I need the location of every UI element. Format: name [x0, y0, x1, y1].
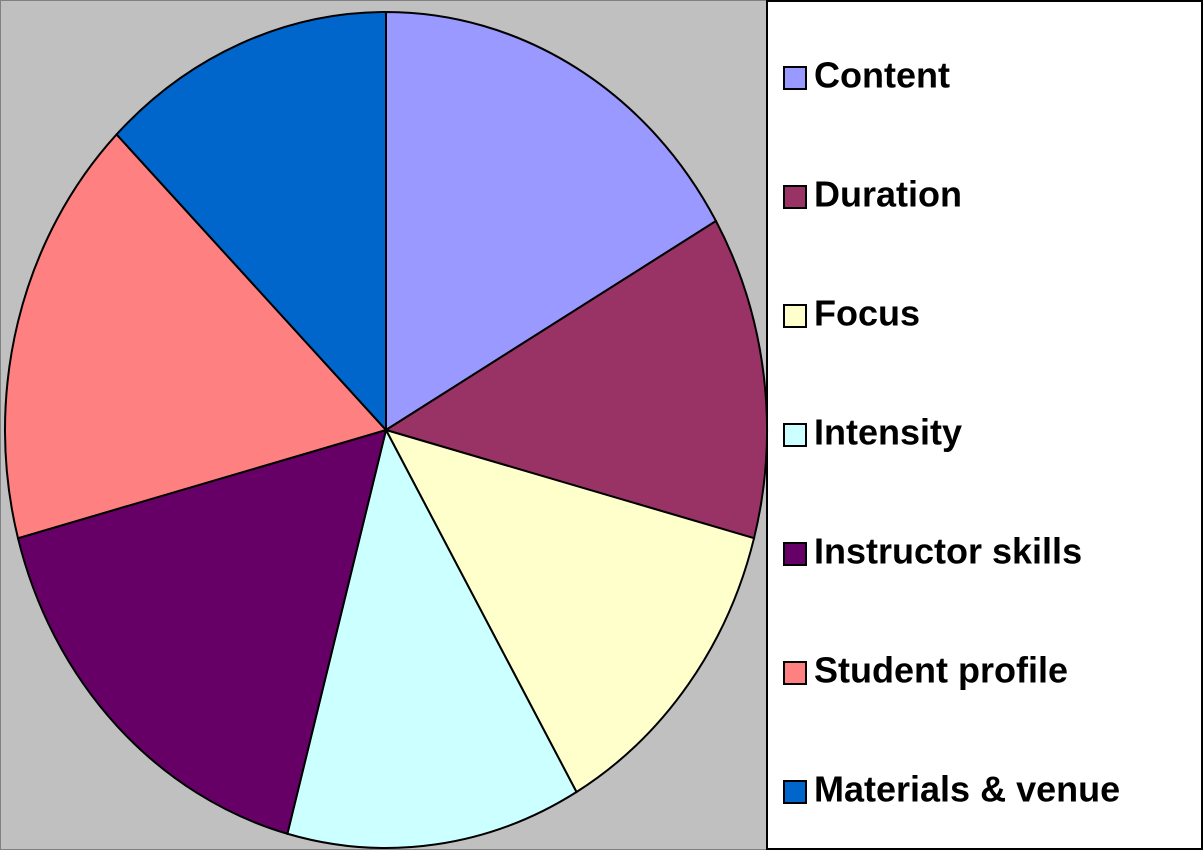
legend-box — [766, 0, 1203, 850]
legend-label: Instructor skills — [814, 531, 1082, 572]
legend-swatch — [783, 542, 807, 566]
pie-slice — [383, 219, 768, 540]
pie-slice — [385, 10, 718, 432]
legend-swatch — [783, 304, 807, 328]
legend-swatch — [783, 423, 807, 447]
legend-swatch — [783, 780, 807, 804]
pie-slice — [286, 427, 578, 849]
pie-slice — [16, 428, 388, 836]
legend-label: Student profile — [814, 650, 1068, 691]
legend-label: Content — [814, 55, 950, 96]
legend-label: Duration — [814, 174, 962, 215]
legend-label: Materials & venue — [814, 769, 1120, 810]
pie-slice — [384, 428, 756, 794]
legend-label: Focus — [814, 293, 920, 334]
legend-label: Intensity — [814, 412, 962, 453]
legend-swatch — [783, 185, 807, 209]
pie-slice — [4, 132, 388, 540]
pie-slice — [115, 10, 387, 433]
legend-swatch — [783, 661, 807, 685]
legend-swatch — [783, 66, 807, 90]
